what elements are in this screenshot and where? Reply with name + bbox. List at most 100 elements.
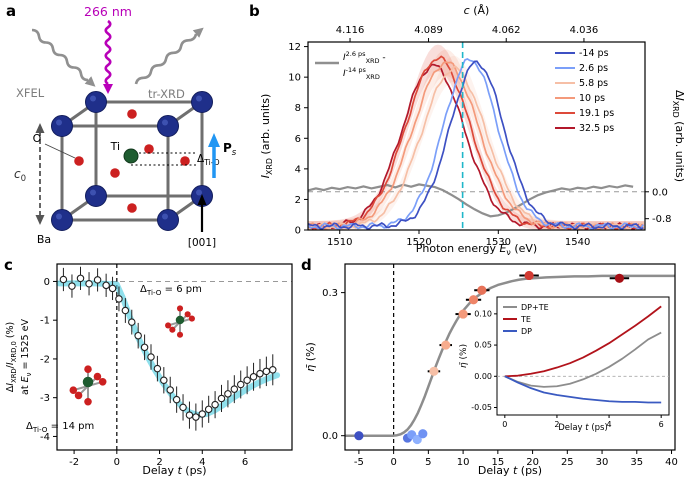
oxygen-atom <box>98 378 107 386</box>
delta-tio-label: ΔTi-O <box>197 153 220 167</box>
inset-y-tick-label: -0.05 <box>471 403 492 412</box>
barium-atom <box>157 115 179 137</box>
eta-data-point <box>354 431 364 441</box>
eta-data-point <box>458 309 468 319</box>
oxygen-atom <box>176 305 184 312</box>
x-tick-label: 4 <box>199 457 205 468</box>
y-tick-label: 0.3 <box>322 288 338 299</box>
xrd-curve-32.5 ps <box>307 63 644 231</box>
data-point <box>243 376 251 385</box>
data-point <box>204 405 213 414</box>
legend-label-32.5 ps: 32.5 ps <box>579 123 614 134</box>
data-point <box>128 318 136 326</box>
top-tick-label: 4.062 <box>492 25 521 36</box>
axes-frame <box>344 263 676 451</box>
data-point <box>93 276 102 284</box>
trxrd-beam <box>134 33 198 85</box>
panel-label-b: b <box>249 2 260 20</box>
oxygen-atom <box>144 144 154 154</box>
data-point <box>102 281 110 290</box>
data-point <box>115 295 123 303</box>
y-tick-label: 0 <box>295 226 301 237</box>
delta-annotation-1: ΔTi-O = 6 pm <box>140 284 202 297</box>
oxygen-atom <box>84 365 92 373</box>
tio6-octahedron <box>69 365 107 406</box>
data-point <box>121 306 130 315</box>
data-point <box>262 367 271 376</box>
fit-curve <box>56 280 281 419</box>
data-point <box>192 413 200 421</box>
x-tick-label: 0 <box>390 457 396 468</box>
barium-atom-highlight <box>90 189 96 196</box>
barium-atom <box>51 209 73 231</box>
xrd-curve-2.6 ps <box>307 57 645 231</box>
x-tick-label: 40 <box>665 457 678 468</box>
legend-label--14 ps: -14 ps <box>579 48 609 59</box>
titanium-atom <box>82 376 94 388</box>
x-tick-label: 6 <box>242 457 248 468</box>
y-tick-label: 0 <box>44 277 50 288</box>
y-axis-label-1: ΔIXRD/IXRD,0 (%) <box>5 322 18 393</box>
data-point <box>179 403 187 412</box>
diff-legend-line1: I2.6 psXRD - <box>343 50 386 65</box>
barium-atom <box>157 209 179 231</box>
data-point <box>230 385 239 393</box>
panel-label-c: c <box>4 256 13 274</box>
inset-x-label: Delay t (ps) <box>558 423 608 433</box>
y-axis-label-right: ΔIXRD (arb. units) <box>671 90 685 182</box>
inset-legend-label-DP+TE: DP+TE <box>521 303 549 312</box>
top-axis-label: c (Å) <box>464 4 490 17</box>
error-band-19.1 ps <box>308 44 645 230</box>
right-tick-label: 0.0 <box>652 187 668 198</box>
oxygen-atom <box>93 372 102 381</box>
panel-a-crystal-diagram: 266 nm XFEL tr-XRD c0 ΔTi-O Ti O Ba Ps [001] <box>14 4 237 249</box>
diff-legend-line2: I-14 psXRD <box>343 66 380 81</box>
y-axis-label-2: at Eν = 1525 eV <box>20 319 33 395</box>
c0-arrowhead-bottom <box>35 215 45 225</box>
inset-y-tick-label: 0.05 <box>474 341 492 350</box>
x-tick-label: 5 <box>425 457 431 468</box>
difference-curve <box>307 183 634 218</box>
pump-beam <box>104 19 112 86</box>
panel-c-delay-chart: -2 0 2 4 6 0 -1 -2 -3 -4 Delay t (ps) ΔIXRD/IXRD,0 … <box>5 263 293 477</box>
error-band-10 ps <box>308 49 645 230</box>
oxygen-atom <box>165 322 172 329</box>
oxygen-atom <box>127 109 137 119</box>
oxygen-atom <box>184 311 191 318</box>
barium-atom-highlight <box>162 119 168 126</box>
inset-y-label: η̄ (%) <box>459 344 469 368</box>
eta-data-point <box>524 270 534 281</box>
c0-label: c0 <box>14 167 26 184</box>
x-tick-label: 0 <box>114 457 120 468</box>
x-tick-label: 25 <box>561 457 574 468</box>
data-point <box>140 343 149 352</box>
y-tick-label: -1 <box>40 316 50 327</box>
barium-atom <box>85 91 107 113</box>
oxygen-atom <box>169 326 176 333</box>
x-tick-label: 1530 <box>486 237 511 248</box>
x-tick-label: 30 <box>596 457 609 468</box>
inset-curve-TE <box>504 305 662 378</box>
y-tick-label: 4 <box>295 164 301 175</box>
legend-label-5.8 ps: 5.8 ps <box>579 78 608 89</box>
data-point <box>198 410 207 418</box>
data-point <box>59 275 68 284</box>
legend-label-19.1 ps: 19.1 ps <box>579 108 614 119</box>
inset-curve-DP <box>504 375 662 404</box>
eta-data-point <box>429 366 439 376</box>
eta-data-point <box>614 273 625 283</box>
inset-legend-label-DP: DP <box>521 327 532 336</box>
data-point <box>256 369 264 378</box>
data-point <box>172 395 181 404</box>
y-axis-label: η̄ (%) <box>304 342 317 372</box>
data-point <box>249 373 258 381</box>
eta-data-point <box>468 295 479 305</box>
x-tick-label: -2 <box>69 457 79 468</box>
x-axis-label: Delay t (ps) <box>478 464 542 477</box>
x-tick-label: 1540 <box>565 237 590 248</box>
ps-arrowhead <box>208 133 220 147</box>
o-pointer-line <box>44 143 76 159</box>
barium-atom-highlight <box>196 95 202 102</box>
data-point <box>236 380 245 389</box>
